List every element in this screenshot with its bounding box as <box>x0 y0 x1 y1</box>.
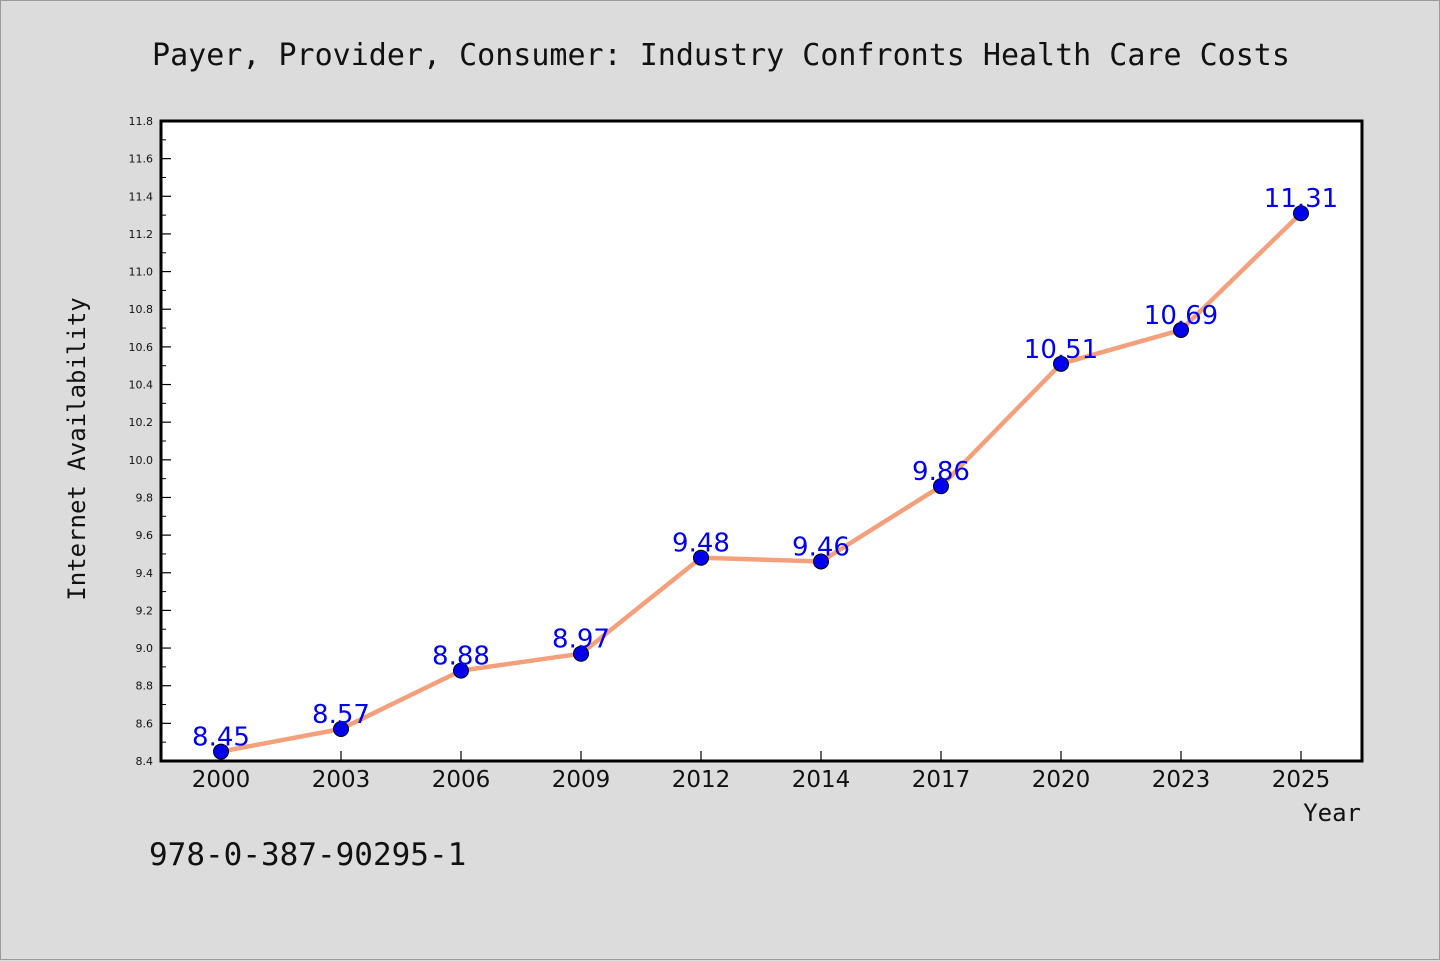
chart-title: Payer, Provider, Consumer: Industry Conf… <box>152 38 1290 73</box>
x-tick-label: 2020 <box>1032 767 1091 793</box>
data-label: 8.97 <box>552 625 610 655</box>
y-tick-label: 10.8 <box>129 303 154 316</box>
y-tick-label: 9.0 <box>136 642 154 655</box>
y-tick-label: 8.6 <box>136 717 154 730</box>
data-label: 8.45 <box>192 723 250 753</box>
y-tick-label: 11.8 <box>129 115 154 128</box>
data-point <box>1053 355 1069 372</box>
data-labels: 8.45 8.57 8.88 8.97 9.48 9.46 9.86 10.51 10.69 11… <box>192 184 1338 752</box>
x-tick-label: 2014 <box>792 767 851 793</box>
data-label: 11.31 <box>1264 184 1338 214</box>
series-line-group <box>218 210 1304 754</box>
x-tick-label: 2006 <box>432 767 491 793</box>
data-label: 9.46 <box>792 532 850 562</box>
footer-isbn: 978-0-387-90295-1 <box>149 837 466 873</box>
data-point <box>1173 321 1189 338</box>
y-tick-label: 10.0 <box>129 454 154 467</box>
y-tick-label: 8.8 <box>136 680 154 693</box>
data-point <box>1293 205 1309 222</box>
y-tick-label: 11.4 <box>129 190 154 203</box>
y-tick-label: 11.2 <box>129 228 154 241</box>
x-tick-label: 2025 <box>1272 767 1331 793</box>
data-label: 8.57 <box>312 700 370 730</box>
y-tick-label: 11.6 <box>129 153 154 166</box>
data-point <box>333 721 349 737</box>
y-tick-label: 9.4 <box>136 567 154 580</box>
data-point <box>453 662 469 679</box>
y-tick-label: 9.8 <box>136 491 154 504</box>
plot-border <box>159 119 1364 763</box>
y-tick-label: 11.0 <box>129 266 154 279</box>
y-tick-label: 10.2 <box>129 416 154 429</box>
data-point <box>933 478 949 495</box>
x-tick-label: 2000 <box>192 767 251 793</box>
series-markers <box>213 205 1309 760</box>
y-tick-label: 10.4 <box>129 379 154 392</box>
y-axis-ticks: 8.4 8.6 8.8 9.0 9.2 9.4 9.6 9.8 10.0 10.2 10.4 10.6… <box>129 115 171 768</box>
data-point <box>813 553 829 570</box>
data-label: 8.88 <box>432 642 490 672</box>
x-tick-label: 2023 <box>1152 767 1211 793</box>
data-label: 10.69 <box>1144 301 1218 331</box>
y-tick-label: 10.6 <box>129 341 154 354</box>
y-tick-label: 9.2 <box>136 604 154 617</box>
x-tick-label: 2012 <box>672 767 731 793</box>
x-axis-label: Year <box>1303 799 1361 827</box>
x-tick-label: 2003 <box>312 767 371 793</box>
y-tick-label: 8.4 <box>136 755 154 768</box>
data-label: 9.48 <box>672 529 730 559</box>
x-axis-ticks: 2000 2003 2006 2009 2012 2014 2017 2020 2023 2025 <box>192 751 1331 793</box>
data-point <box>693 549 709 566</box>
x-tick-label: 2009 <box>552 767 611 793</box>
y-axis-label: Internet Availability <box>63 297 91 600</box>
x-tick-label: 2017 <box>912 767 971 793</box>
data-point <box>213 743 229 760</box>
plot-area <box>161 121 1362 761</box>
series-line <box>218 210 1304 754</box>
data-label: 9.86 <box>912 457 970 487</box>
data-label: 10.51 <box>1024 335 1098 365</box>
y-tick-label: 9.6 <box>136 529 154 542</box>
data-point <box>573 645 589 662</box>
